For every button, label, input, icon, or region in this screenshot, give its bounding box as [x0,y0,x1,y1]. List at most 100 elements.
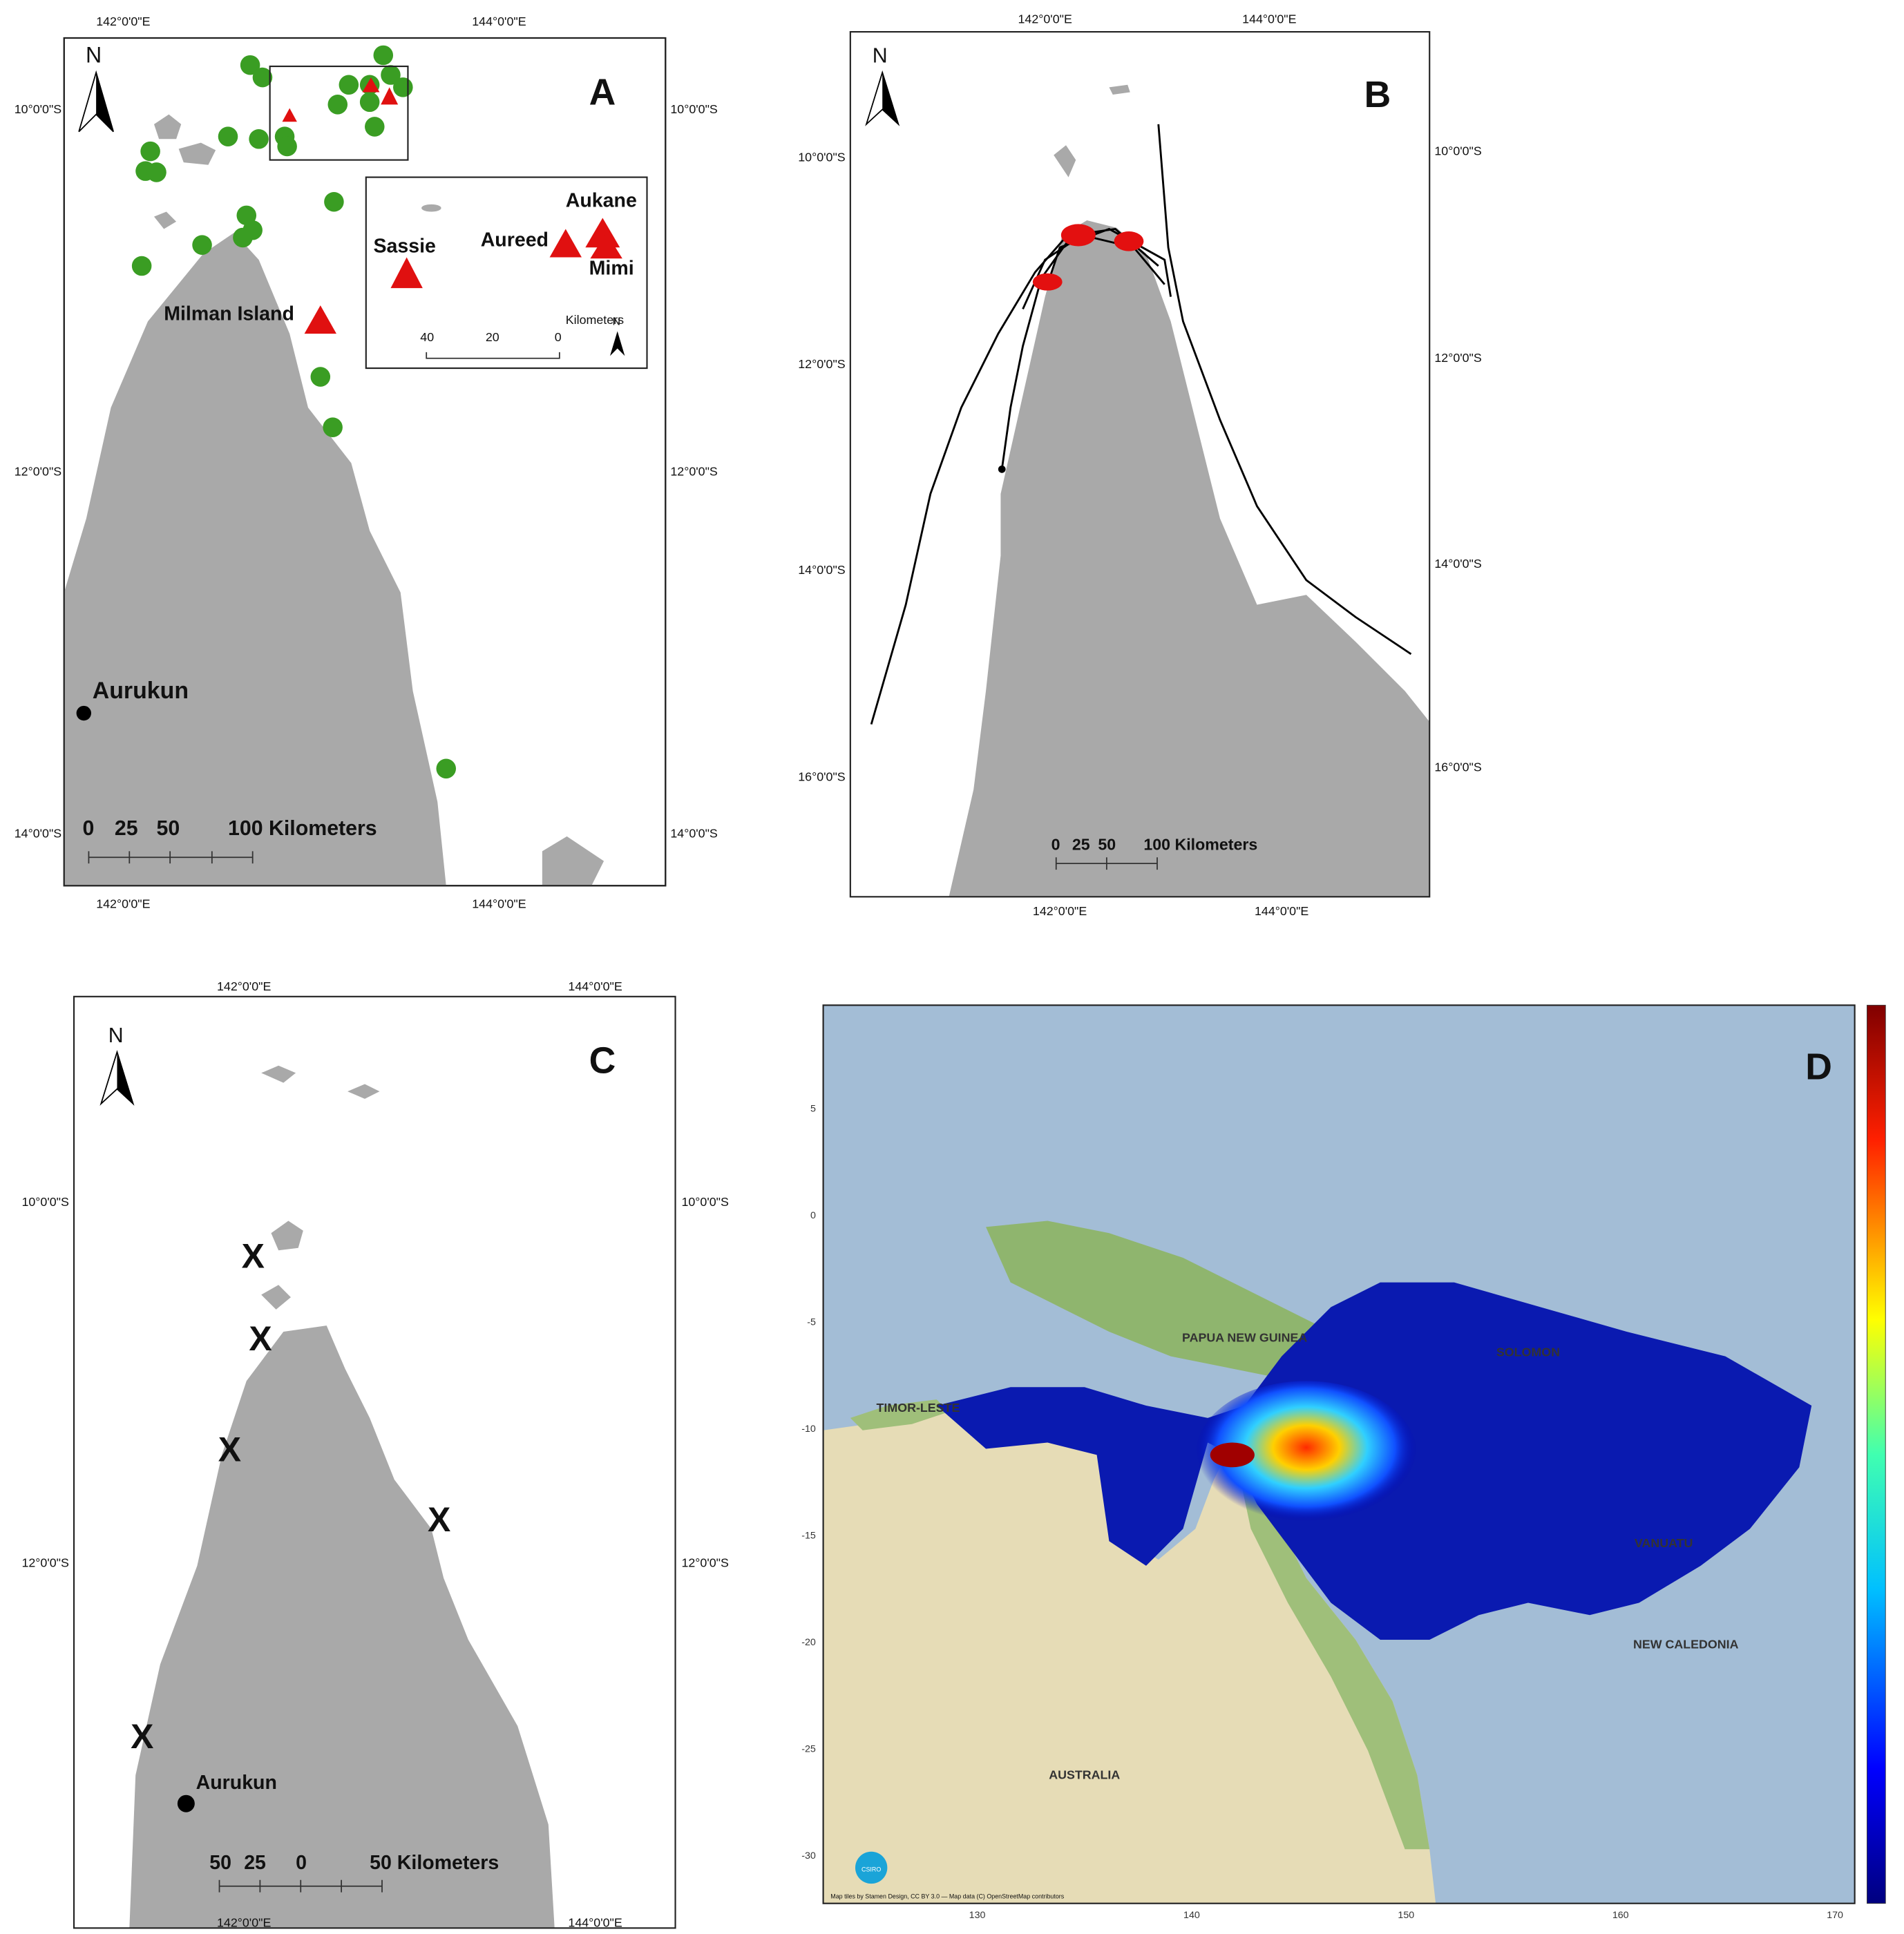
lon-label: 144°0'0"E [1255,904,1308,918]
path [870,231,1071,725]
australia-east-green [1232,1442,1430,1850]
town-marker [177,1794,195,1812]
country-label: VANUATU [1635,1536,1693,1550]
tick-label: 0 [810,1210,816,1221]
lat-label: 14°0'0"S [15,827,62,841]
ellipse [1032,273,1063,291]
north-label: N [108,1024,124,1047]
scale-label: 50 Kilometers [370,1852,499,1874]
scale-units: Kilometers [566,313,624,327]
lon-label: 144°0'0"E [1242,12,1296,26]
polygon [362,77,380,93]
inset-frame [365,176,648,370]
scale-label: 50 [209,1852,231,1874]
ellipse [1060,224,1096,247]
tick-label: 160 [1612,1910,1629,1921]
circle [252,67,273,88]
x-ticks: 130 140 150 160 170 [969,1910,1843,1921]
circle [140,141,160,162]
lat-label: 16°0'0"S [798,770,846,784]
lon-label: 144°0'0"E [472,15,526,28]
scale-label: 0 [1051,836,1060,854]
site-marker: X [218,1430,241,1468]
attribution: Map tiles by Stamen Design, CC BY 3.0 — … [830,1893,1064,1900]
site-marker [590,232,622,259]
new-guinea [986,1220,1380,1394]
north-arrow [609,331,625,356]
circle [327,95,348,115]
scale-label: 100 Kilometers [228,817,377,840]
circle [339,75,359,95]
lat-label: 16°0'0"S [1434,760,1482,774]
lat-label: 12°0'0"S [798,357,846,371]
frame [822,1004,1856,1904]
land [949,220,1430,897]
north-label: N [86,43,102,68]
circle [131,256,152,276]
lon-label: 142°0'0"E [1018,12,1072,26]
tick-label: 150 [1398,1910,1414,1921]
panel-d: D PAPUA NEW GUINEA TIMOR-LESTE AUSTRALIA… [801,1004,1886,1921]
lat-label: 12°0'0"S [670,464,718,478]
north-label: N [873,45,888,68]
site-marker [549,229,582,258]
scale-label: 50 [157,817,180,840]
lat-label: 10°0'0"S [15,102,62,116]
land [129,1325,555,1928]
circle [373,45,394,66]
lon-label: 142°0'0"E [217,1916,271,1930]
country-label: PAPUA NEW GUINEA [1182,1330,1307,1344]
polygon [304,305,336,334]
timor [850,1399,949,1430]
tick-label: -5 [807,1317,816,1328]
place-label: Aurukun [93,678,189,704]
land [64,232,446,886]
circle [436,758,457,779]
circle [277,136,297,157]
logo-text: CSIRO [861,1866,881,1873]
lon-label: 144°0'0"E [568,1916,622,1930]
panel-label: B [1364,75,1391,115]
circle [249,129,269,149]
lon-label: 142°0'0"E [96,15,150,28]
scale-label: 40 [420,330,434,344]
circle [218,126,238,146]
scale-label: 25 [1072,836,1090,854]
scale-label: 50 [1098,836,1116,854]
nesting-sites [282,77,399,334]
circle [310,367,331,387]
site-marker [585,218,620,248]
tick-label: -25 [801,1743,816,1754]
lat-label: 14°0'0"S [670,827,718,841]
scale-label: 20 [486,330,499,344]
lon-label: 142°0'0"E [1033,904,1087,918]
plume-density [1195,1381,1418,1529]
path [1157,124,1412,655]
country-label: AUSTRALIA [1049,1768,1120,1782]
town-marker [76,705,92,721]
plume-core [1210,1442,1255,1468]
scale-label: 100 Kilometers [1143,836,1257,854]
country-label: NEW CALEDONIA [1633,1637,1739,1651]
site-label: Aukane [566,189,637,211]
island [421,204,441,212]
lon-label: 144°0'0"E [472,897,526,910]
tick-label: -20 [801,1637,816,1648]
inset-extent [269,65,409,161]
scale-bar [88,851,254,864]
track-end [998,465,1006,473]
place-label: Milman Island [164,303,294,325]
site-marker: X [428,1500,450,1539]
scale-bar [218,1879,383,1893]
lat-label: 14°0'0"S [1434,557,1482,571]
release-sites [1032,224,1144,291]
polygon [282,108,297,122]
australia [823,1406,1436,1904]
lon-label: 144°0'0"E [568,979,622,993]
frame [73,995,676,1929]
path [1046,227,1172,297]
scale-label: 0 [296,1852,307,1874]
site-marker: X [131,1717,153,1756]
